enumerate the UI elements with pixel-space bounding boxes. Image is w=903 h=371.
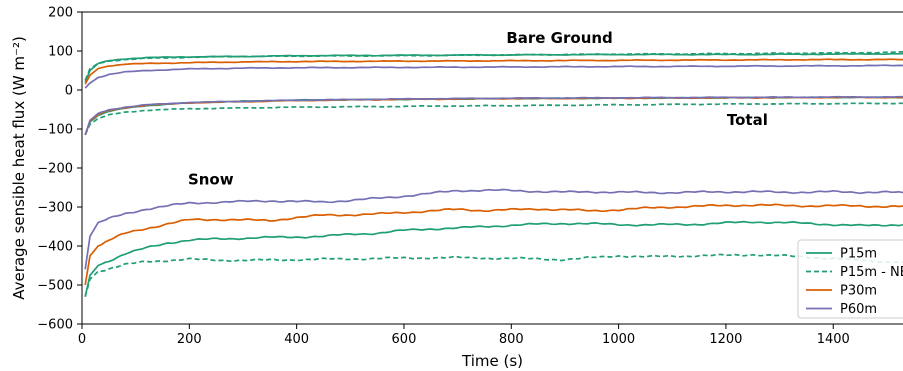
legend: P15m P15m - NB P30m P60m <box>797 239 903 319</box>
legend-label: P30m <box>840 284 877 299</box>
y-tick-label: −300 <box>37 201 73 216</box>
annotation-bare-ground: Bare Ground <box>506 29 612 47</box>
legend-label: P60m <box>840 302 877 317</box>
x-tick-label: 1200 <box>709 332 742 347</box>
x-tick-label: 600 <box>392 332 417 347</box>
y-tick-label: −500 <box>37 279 73 294</box>
series-line-snow-p30m <box>84 203 903 286</box>
y-tick-label: −600 <box>37 318 73 333</box>
series-line-bare-ground-p60m <box>84 64 903 89</box>
annotation-total: Total <box>727 111 768 129</box>
series-line-snow-p60m <box>84 188 903 270</box>
series-layer <box>84 51 903 297</box>
series-line-snow-p15m <box>84 220 903 297</box>
x-tick-label: 800 <box>499 332 524 347</box>
x-axis-title: Time (s) <box>461 352 523 370</box>
y-tick-label: 200 <box>48 6 73 21</box>
y-tick-label: 100 <box>48 45 73 60</box>
y-tick-label: −200 <box>37 162 73 177</box>
x-tick-label: 200 <box>177 332 202 347</box>
annotations-layer: Bare Ground Total Snow <box>188 29 768 188</box>
legend-box <box>797 239 903 319</box>
x-tick-label: 0 <box>78 332 86 347</box>
series-line-total-p60m <box>84 95 903 136</box>
series-line-bare-ground-p30m <box>84 58 903 85</box>
annotation-snow: Snow <box>188 170 234 188</box>
y-axis-title: Average sensible heat flux (W m⁻²) <box>10 36 28 300</box>
x-tick-label: 1400 <box>817 332 850 347</box>
series-line-total-p30m <box>84 96 903 136</box>
legend-label: P15m - NB <box>840 265 903 280</box>
x-tick-label: 1000 <box>602 332 635 347</box>
series-line-total-p15m-nb <box>84 102 903 136</box>
x-tick-label: 400 <box>284 332 309 347</box>
y-tick-label: −400 <box>37 240 73 255</box>
axes-layer: 0 200 400 600 800 1000 1200 1400−600−500−400−30… <box>37 6 903 347</box>
y-tick-label: −100 <box>37 123 73 138</box>
legend-label: P15m <box>840 247 877 262</box>
y-tick-label: 0 <box>65 84 73 99</box>
series-line-snow-p15m-nb <box>84 253 903 297</box>
series-line-bare-ground-p15m-nb <box>84 51 903 81</box>
